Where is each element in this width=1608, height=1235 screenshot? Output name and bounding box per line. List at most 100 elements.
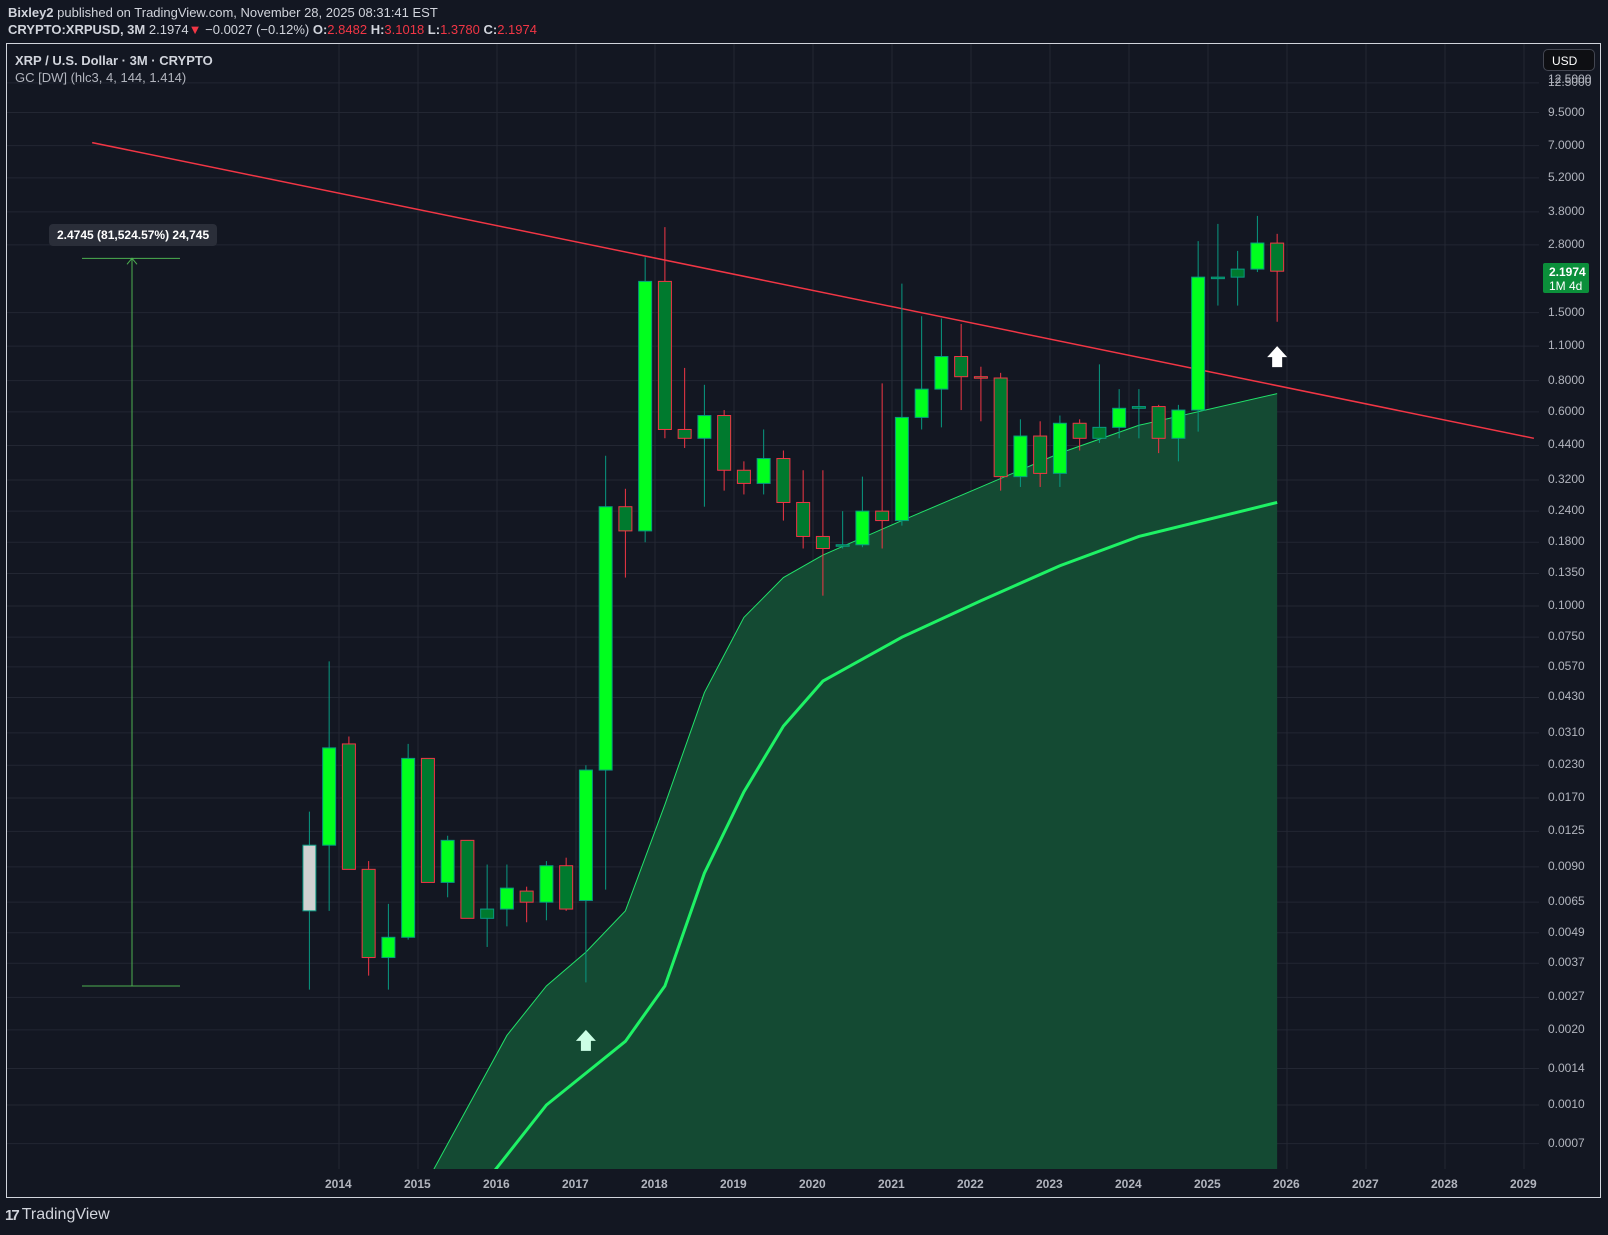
candle-body [539,865,554,903]
price-axis-label: 0.2400 [1548,503,1585,518]
price-axis-label: 0.3200 [1548,471,1585,486]
time-axis-label: 2029 [1510,1177,1537,1191]
price-axis-label: 12.5000 [1548,74,1592,89]
candle-body [638,280,653,532]
indicator-band-fill [427,393,1278,1169]
candle-body [914,388,929,418]
candle-body [993,377,1008,478]
tradingview-logo-icon: 17 [5,1206,20,1224]
current-price: 2.1974 [148,22,189,37]
candle-body [401,757,416,938]
last-price-value: 2.1974 [1549,265,1586,279]
time-axis-label: 2022 [957,1177,984,1191]
candle-body [677,428,692,439]
candle-body [954,356,969,378]
candle-body [1270,242,1285,272]
price-axis-label: 0.0027 [1548,989,1585,1004]
candle-body [1112,407,1127,428]
price-change: −0.0027 (−0.12%) [205,22,310,37]
candle-body [835,544,850,547]
price-axis-label: 0.0125 [1548,823,1585,838]
low-value: 1.3780 [440,22,480,37]
candle-body [440,839,455,883]
indicator-midline [494,501,1278,1169]
price-axis-label: 0.0049 [1548,924,1585,939]
candle-body [460,839,475,919]
price-axis-label: 0.0037 [1548,955,1585,970]
low-label: L: [427,22,441,37]
candle-body [598,506,613,771]
tradingview-brand[interactable]: 17 TradingView [5,1206,110,1224]
time-axis-label: 2016 [483,1177,510,1191]
close-value: 2.1974 [497,22,537,37]
measure-tooltip: 2.4745 (81,524.57%) 24,745 [49,224,218,246]
price-axis-label: 1.5000 [1548,304,1585,319]
time-axis-label: 2025 [1194,1177,1221,1191]
price-axis-label: 0.4400 [1548,437,1585,452]
price-axis-label: 0.0230 [1548,757,1585,772]
symbol-info: CRYPTO:XRPUSD, 3M 2.1974▼ −0.0027 (−0.12… [8,22,537,37]
price-axis-label: 0.0020 [1548,1021,1585,1036]
candle-body [1250,242,1265,270]
candle-body [736,469,751,484]
time-axis-label: 2018 [641,1177,668,1191]
candle-body [1072,422,1087,439]
time-axis-label: 2027 [1352,1177,1379,1191]
price-axis-label: 0.0310 [1548,724,1585,739]
candle-body [657,280,672,430]
price-axis-label: 0.0090 [1548,858,1585,873]
high-value: 3.1018 [384,22,425,37]
high-label: H: [370,22,385,37]
price-axis-label: 0.0570 [1548,658,1585,673]
chart-legend: XRP / U.S. Dollar · 3M · CRYPTO GC [DW] … [15,52,213,86]
publish-info: Bixley2 published on TradingView.com, No… [8,5,438,20]
candle-body [815,535,830,550]
candle-body [1052,422,1067,474]
price-axis-label: 0.0010 [1548,1097,1585,1111]
candle-body [796,501,811,537]
candle-body [519,890,534,903]
price-axis-label: 1.1000 [1548,338,1585,353]
candle-body [1033,435,1048,474]
price-axis-label: 0.0750 [1548,629,1585,644]
candle-body [361,868,376,959]
close-label: C: [483,22,498,37]
candle-body [697,415,712,439]
currency-button[interactable]: USD [1543,49,1595,71]
price-axis-label: 0.1350 [1548,565,1585,580]
time-axis-label: 2019 [720,1177,747,1191]
time-axis-label: 2017 [562,1177,589,1191]
measure-arrow-icon [126,257,138,265]
time-axis-label: 2024 [1115,1177,1142,1191]
publisher-name[interactable]: Bixley2 [8,5,54,20]
chart-frame [6,43,1601,1198]
indicator-title[interactable]: GC [DW] (hlc3, 4, 144, 1.414) [15,70,187,85]
brand-name: TradingView [21,1206,110,1223]
candle-body [480,908,495,919]
candle-body [1171,409,1186,439]
time-axis-label: 2014 [325,1177,352,1191]
price-axis-label: 12.5000 [1548,72,1592,86]
series-title[interactable]: XRP / U.S. Dollar · 3M · CRYPTO [15,53,213,68]
price-axis-label: 0.1800 [1548,534,1585,549]
candle-body [776,458,791,503]
price-axis-label: 2.8000 [1548,236,1585,251]
price-axis-label: 0.0430 [1548,689,1585,704]
price-axis-label: 0.1000 [1548,598,1585,612]
candle-body [1191,276,1206,411]
price-axis-label: 0.6000 [1548,403,1585,418]
time-axis-label: 2021 [878,1177,905,1191]
price-axis-label: 5.2000 [1548,169,1585,184]
price-axis-label: 3.8000 [1548,203,1585,218]
price-axis-label: 0.0065 [1548,894,1585,909]
price-axis-label: 0.0014 [1548,1060,1585,1075]
candle-body [559,865,574,910]
candle-body [322,747,337,846]
candle-body [420,757,435,883]
price-axis-label: 9.5000 [1548,104,1585,119]
candle-body [973,376,988,379]
candle-body [875,510,890,522]
open-label: O: [312,22,328,37]
candle-body [1131,406,1146,409]
